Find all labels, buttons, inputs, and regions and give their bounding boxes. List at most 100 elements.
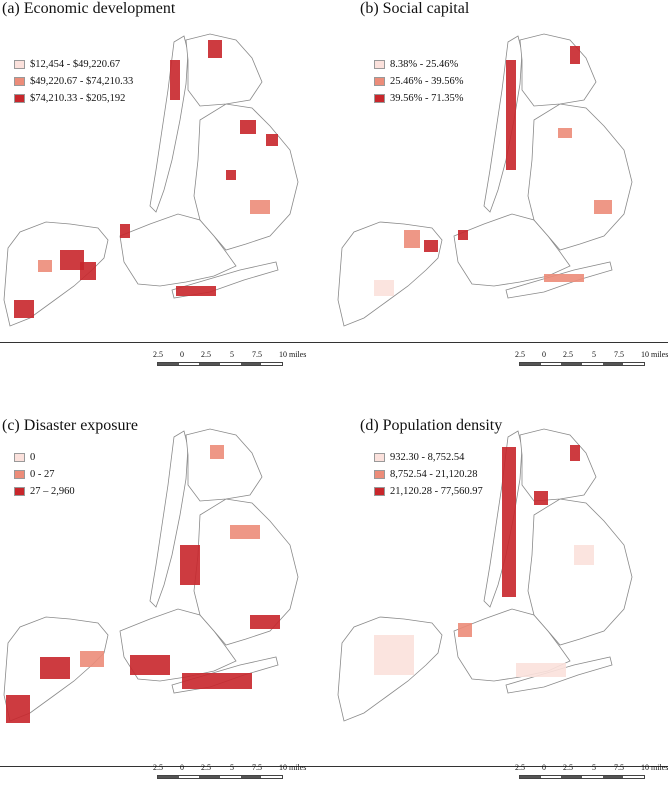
legend-item-high: $74,210.33 - $205,192 (14, 90, 133, 107)
legend-item-high: 21,120.28 - 77,560.97 (374, 483, 483, 500)
legend-swatch (374, 77, 385, 86)
divider-line (0, 342, 334, 343)
legend-label: 21,120.28 - 77,560.97 (390, 486, 483, 497)
legend-label: $49,220.67 - $74,210.33 (30, 76, 134, 87)
tract-shading (458, 230, 468, 240)
tract-shading (230, 525, 260, 539)
legend-swatch (14, 94, 25, 103)
divider-line (0, 766, 334, 767)
legend-item-low: $12,454 - $49,220.67 (14, 56, 133, 73)
borough-outline (453, 213, 571, 287)
legend-item-mid: 0 - 27 (14, 466, 75, 483)
scale-label: 0 (180, 763, 184, 772)
panel-title: (a) Economic development (2, 0, 176, 17)
legend-label: 27 – 2,960 (30, 486, 75, 497)
scale-label: 2.5 (515, 350, 525, 359)
scale-label: 0 (542, 350, 546, 359)
scale-bar-segments (519, 362, 645, 366)
tract-shading (38, 260, 52, 272)
legend-swatch (374, 453, 385, 462)
tract-shading (130, 655, 170, 675)
divider-line (334, 342, 668, 343)
legend-swatch (14, 77, 25, 86)
tract-shading (80, 262, 96, 280)
scale-label: 7.5 (252, 763, 262, 772)
tract-shading (250, 615, 280, 629)
tract-shading (240, 120, 256, 134)
legend-swatch (14, 487, 25, 496)
tract-shading (424, 240, 438, 252)
legend-label: 8.38% - 25.46% (390, 59, 459, 70)
tract-shading (170, 60, 180, 100)
tract-shading (404, 230, 420, 248)
scale-label: 0 (180, 350, 184, 359)
tract-shading (176, 286, 216, 296)
scale-label: 2.5 (563, 763, 573, 772)
scale-label: 10 miles (279, 763, 307, 772)
borough-outline (119, 213, 237, 287)
scale-label: 5 (230, 763, 234, 772)
legend-item-low: 8.38% - 25.46% (374, 56, 464, 73)
legend-label: 39.56% - 71.35% (390, 93, 464, 104)
tract-shading (14, 300, 34, 318)
scale-labels: 2.5 0 2.5 5 7.5 10 miles (515, 763, 668, 775)
scale-labels: 2.5 0 2.5 5 7.5 10 miles (153, 350, 333, 362)
scale-label: 5 (230, 350, 234, 359)
scale-label: 2.5 (153, 763, 163, 772)
tract-shading (570, 46, 580, 64)
tract-shading (266, 134, 278, 146)
scale-labels: 2.5 0 2.5 5 7.5 10 miles (153, 763, 333, 775)
borough-outline (193, 498, 299, 646)
tract-shading (120, 224, 130, 238)
borough-outline (519, 33, 597, 107)
tract-shading (506, 60, 516, 170)
map-legend: 932.30 - 8,752.54 8,752.54 - 21,120.28 2… (374, 449, 483, 500)
panel-title: (d) Population density (360, 417, 503, 434)
legend-label: 8,752.54 - 21,120.28 (390, 469, 478, 480)
tract-shading (558, 128, 572, 138)
scale-label: 2.5 (201, 763, 211, 772)
nyc-choropleth-map (337, 33, 633, 327)
scale-label: 2.5 (201, 350, 211, 359)
tract-shading (60, 250, 84, 270)
panel-social-capital: (b) Social capital 8.38% - 25.46% 25.46%… (334, 0, 668, 392)
borough-outline (483, 35, 523, 213)
tract-shading (180, 545, 200, 585)
legend-item-mid: 25.46% - 39.56% (374, 73, 464, 90)
map-legend: 0 0 - 27 27 – 2,960 (14, 449, 75, 500)
legend-swatch (374, 60, 385, 69)
tract-shading (516, 663, 566, 677)
tract-shading (544, 274, 584, 282)
scale-label: 10 miles (641, 763, 668, 772)
borough-outline (527, 103, 633, 251)
scale-bar-segments (519, 775, 645, 779)
legend-item-low: 0 (14, 449, 75, 466)
legend-item-mid: $49,220.67 - $74,210.33 (14, 73, 133, 90)
legend-swatch (14, 453, 25, 462)
legend-swatch (374, 487, 385, 496)
scale-label: 7.5 (614, 763, 624, 772)
tract-shading (374, 280, 394, 296)
tract-shading (210, 445, 224, 459)
nyc-choropleth-map (3, 33, 299, 327)
tract-shading (574, 545, 594, 565)
legend-swatch (14, 470, 25, 479)
divider-line (334, 766, 668, 767)
tract-shading (570, 445, 580, 461)
tract-shading (226, 170, 236, 180)
legend-item-high: 39.56% - 71.35% (374, 90, 464, 107)
panel-population-density: (d) Population density 932.30 - 8,752.54… (334, 393, 668, 785)
scale-bar: 2.5 0 2.5 5 7.5 10 miles (153, 763, 333, 789)
panel-disaster-exposure: (c) Disaster exposure 0 0 - 27 27 – 2,96… (0, 393, 334, 785)
scale-label: 2.5 (515, 763, 525, 772)
tract-shading (594, 200, 612, 214)
nyc-choropleth-map (337, 428, 633, 722)
scale-label: 0 (542, 763, 546, 772)
legend-label: 0 (30, 452, 36, 463)
tract-shading (80, 651, 104, 667)
legend-label: $12,454 - $49,220.67 (30, 59, 121, 70)
map-legend: $12,454 - $49,220.67 $49,220.67 - $74,21… (14, 56, 133, 107)
tract-shading (374, 635, 414, 675)
scale-label: 10 miles (279, 350, 307, 359)
scale-label: 5 (592, 763, 596, 772)
